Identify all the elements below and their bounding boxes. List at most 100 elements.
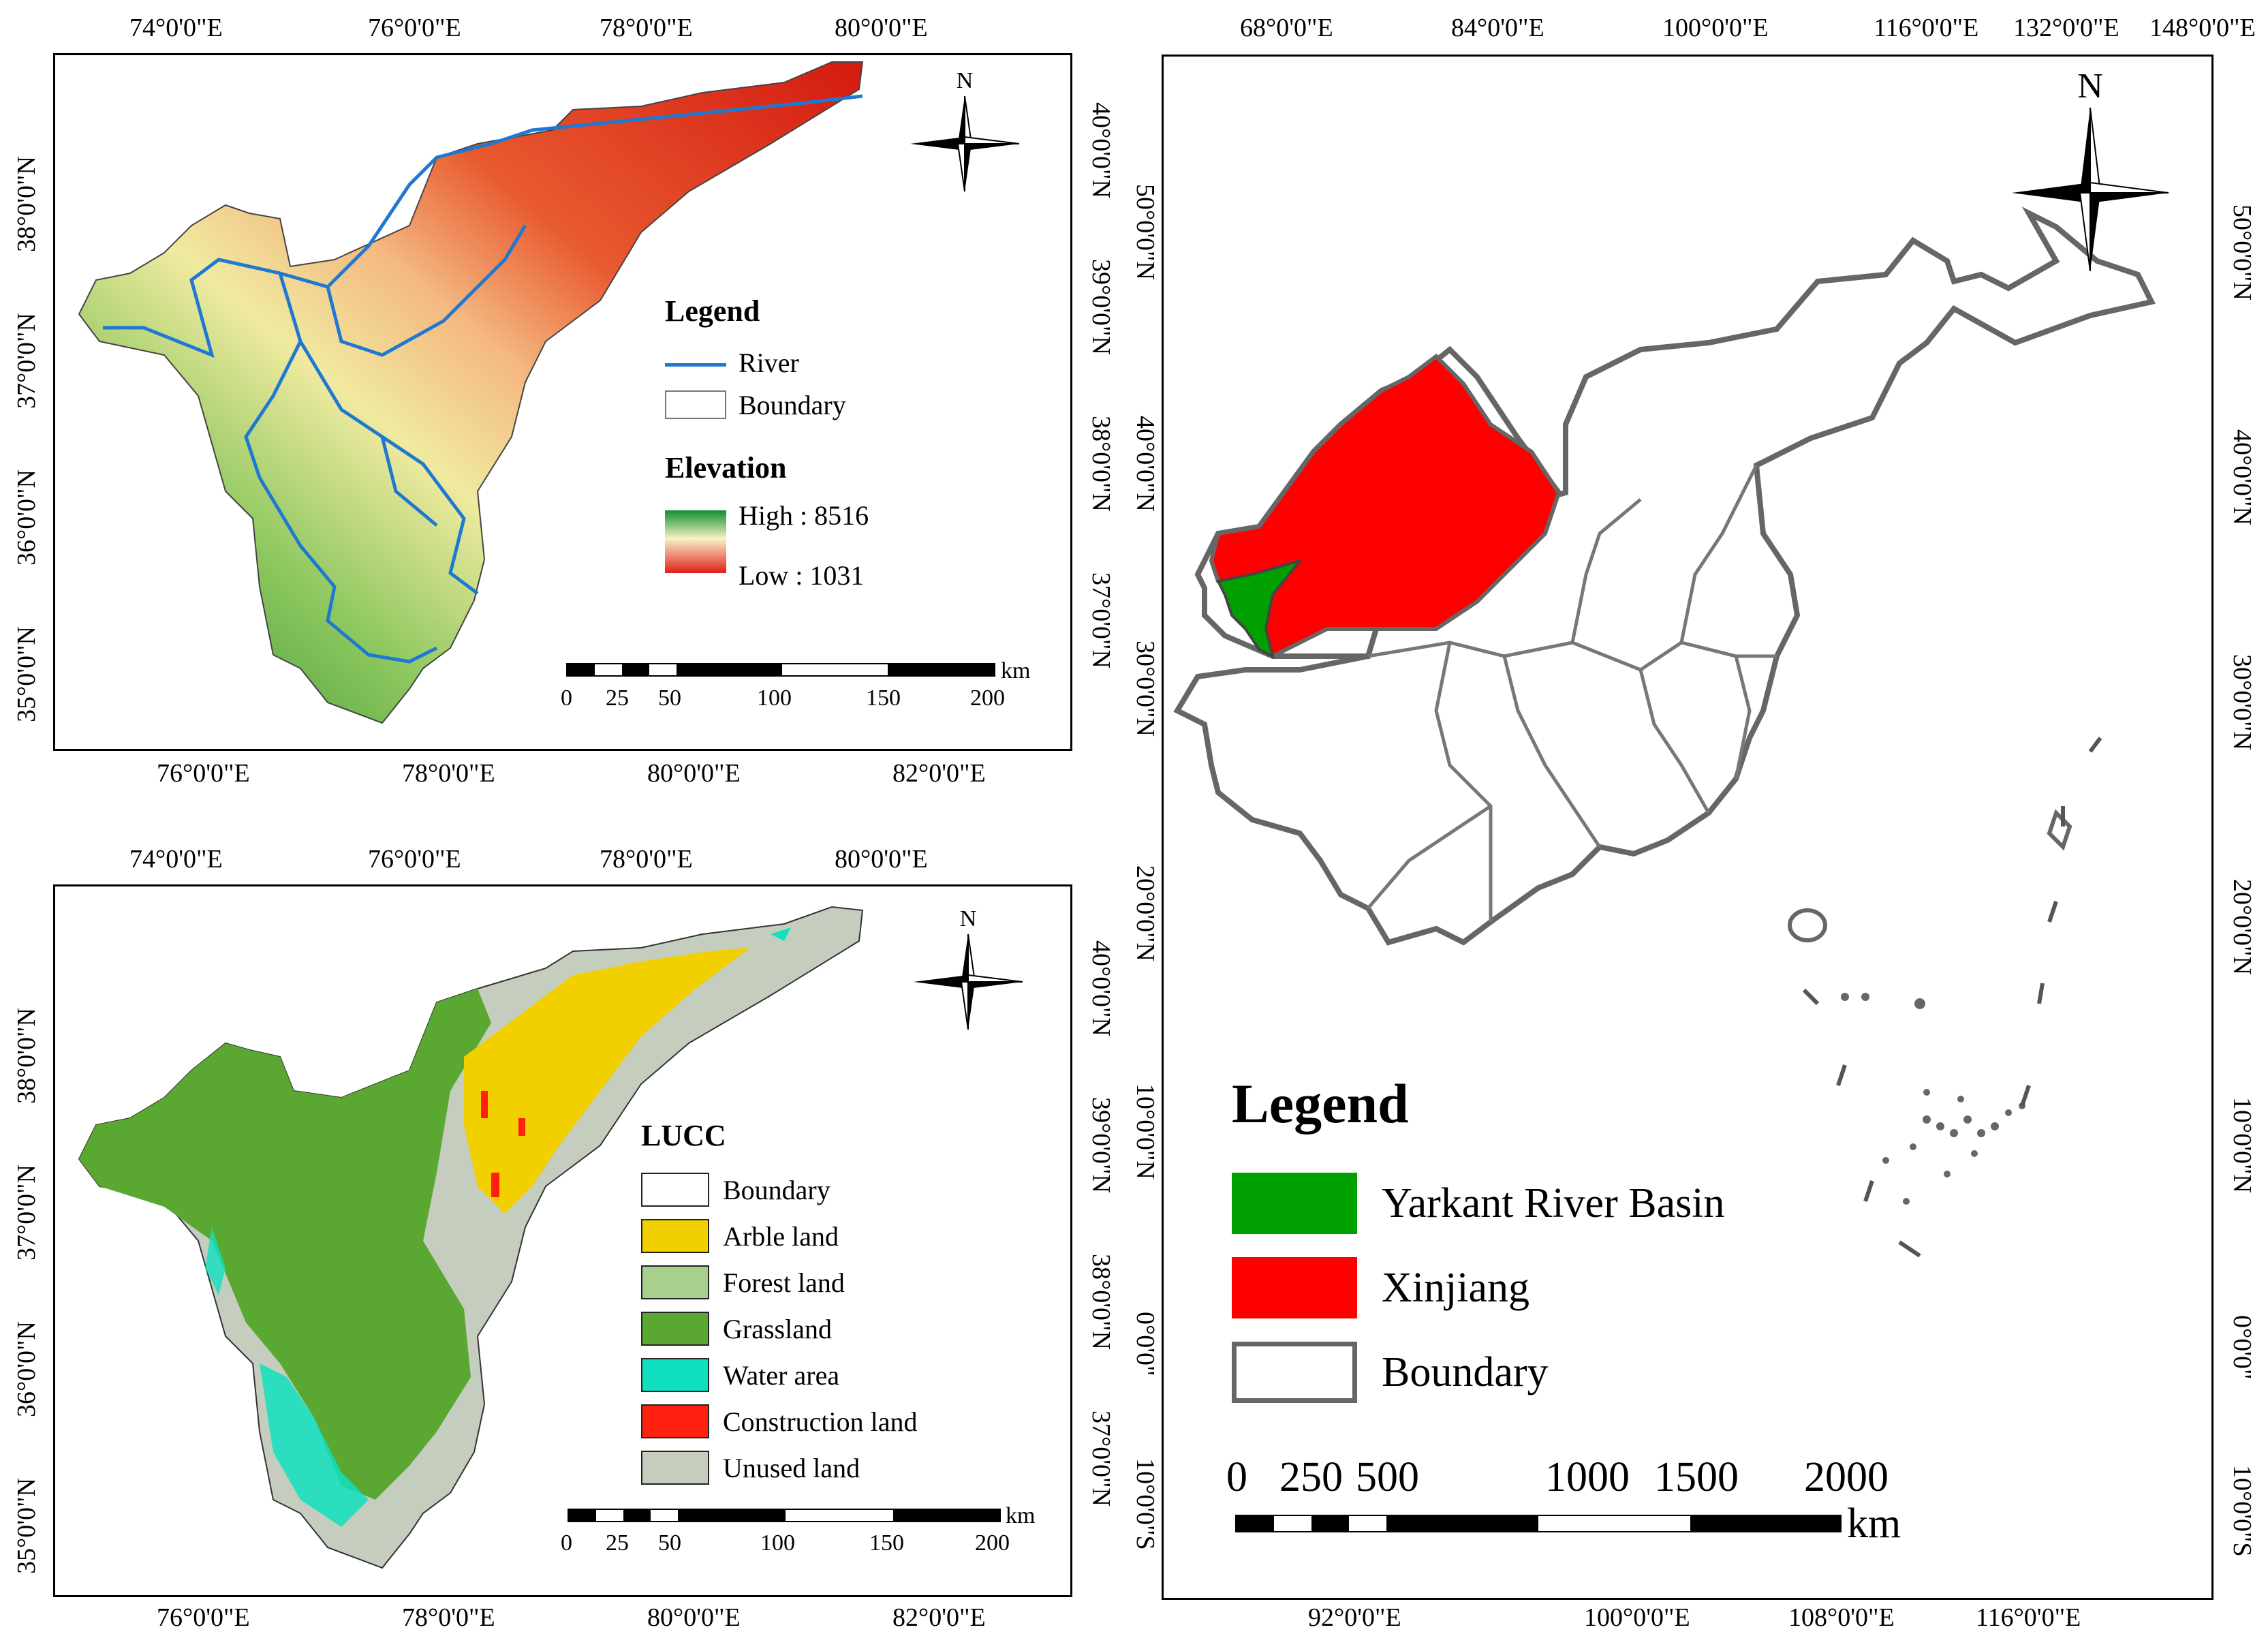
lucc-swatch-unused: [641, 1451, 709, 1485]
river-network: [103, 94, 863, 664]
scale-unit: km: [1001, 658, 1031, 683]
bottom-tick-label: 82°0'0"E: [892, 759, 986, 788]
bottom-tick-label: 92°0'0"E: [1308, 1603, 1401, 1632]
river-line: [380, 436, 438, 527]
svg-text:N: N: [960, 907, 977, 931]
top-tick-label: 148°0'0"E: [2149, 14, 2256, 42]
right-tick-label: 39°0'0"N: [1087, 259, 1115, 355]
bottom-tick-label: 116°0'0"E: [1976, 1603, 2081, 1632]
scale-unit: km: [1847, 1500, 1901, 1547]
scale-bar: [1235, 1515, 1842, 1532]
bottom-tick-label: 78°0'0"E: [402, 759, 495, 788]
scale-label: 150: [869, 1530, 904, 1556]
bottom-tick-label: 78°0'0"E: [402, 1603, 495, 1632]
elevation-color-ramp: [665, 510, 726, 573]
lucc-swatch-grassland: [641, 1312, 709, 1346]
legend-swatch-boundary: [1232, 1342, 1357, 1403]
lucc-construction-patch: [518, 1118, 525, 1136]
lucc-swatch-arable: [641, 1219, 709, 1253]
left-tick-label: 40°0'0"N: [1131, 416, 1160, 512]
bottom-tick-label: 100°0'0"E: [1584, 1603, 1690, 1632]
legend-river-label: River: [739, 348, 799, 378]
top-tick-label: 84°0'0"E: [1451, 14, 1544, 42]
lucc-class-label: Boundary: [723, 1175, 830, 1205]
left-tick-label: 35°0'0"N: [12, 626, 41, 722]
legend-boundary-label: Boundary: [739, 390, 846, 420]
legend-xinjiang-label: Xinjiang: [1382, 1265, 1529, 1311]
left-tick-label: 36°0'0"N: [12, 1321, 41, 1417]
hainan-island: [1788, 908, 1827, 942]
scale-label: 250: [1279, 1454, 1343, 1500]
river-line: [258, 476, 438, 664]
top-tick-label: 80°0'0"E: [835, 14, 928, 42]
lucc-map-frame: N LUCC Boundary Arble land Forest land G…: [53, 884, 1072, 1597]
right-tick-label: 40°0'0"N: [1087, 102, 1115, 198]
right-tick-label: 39°0'0"N: [1087, 1097, 1115, 1193]
left-tick-label: 38°0'0"N: [12, 156, 41, 252]
scale-bar: [566, 663, 995, 677]
lucc-legend-title: LUCC: [641, 1119, 726, 1152]
taiwan-island: [2047, 809, 2072, 851]
elevation-map-canvas: [78, 61, 864, 724]
left-tick-label: 30°0'0"N: [1131, 640, 1160, 737]
lucc-grassland: [79, 989, 491, 1500]
lucc-swatch-forest: [641, 1265, 709, 1299]
china-map-canvas: [1173, 206, 2156, 1258]
top-tick-label: 116°0'0"E: [1874, 14, 1979, 42]
left-tick-label: 36°0'0"N: [12, 469, 41, 566]
right-tick-label: 0°0'0": [2228, 1315, 2256, 1380]
river-line: [326, 224, 527, 357]
north-arrow-icon: N: [910, 69, 1020, 192]
scale-label: 1000: [1545, 1454, 1630, 1500]
lucc-construction-patch: [491, 1173, 499, 1197]
lucc-class-label: Water area: [723, 1360, 840, 1391]
lucc-swatch-boundary: [641, 1173, 709, 1207]
top-tick-label: 78°0'0"E: [600, 14, 693, 42]
left-tick-label: 38°0'0"N: [12, 1008, 41, 1104]
legend-yarkant-label: Yarkant River Basin: [1382, 1180, 1725, 1226]
right-tick-label: 38°0'0"N: [1087, 1254, 1115, 1350]
scale-label: 50: [658, 1530, 681, 1556]
top-tick-label: 80°0'0"E: [835, 845, 928, 874]
right-tick-label: 10°0'0"S: [2228, 1465, 2256, 1557]
right-tick-label: 38°0'0"N: [1087, 416, 1115, 512]
left-tick-label: 35°0'0"N: [12, 1478, 41, 1574]
lucc-water-area: [260, 1363, 369, 1527]
scale-label: 200: [970, 685, 1005, 711]
scale-label: 200: [975, 1530, 1010, 1556]
elevation-high-label: High : 8516: [739, 500, 869, 531]
top-tick-label: 100°0'0"E: [1662, 14, 1769, 42]
scale-label: 150: [866, 685, 901, 711]
bottom-tick-label: 76°0'0"E: [157, 1603, 250, 1632]
right-tick-label: 50°0'0"N: [2228, 204, 2256, 300]
scale-label: 100: [757, 685, 792, 711]
lucc-class-label: Grassland: [723, 1314, 832, 1344]
lucc-construction-patch: [481, 1091, 488, 1118]
right-tick-label: 37°0'0"N: [1087, 1410, 1115, 1507]
left-tick-label: 10°0'0"N: [1131, 1083, 1160, 1179]
scale-label: 0: [1226, 1454, 1247, 1500]
overview-legend-title: Legend: [1232, 1072, 1409, 1135]
lucc-swatch-construction: [641, 1404, 709, 1438]
right-tick-label: 37°0'0"N: [1087, 572, 1115, 668]
bottom-tick-label: 82°0'0"E: [892, 1603, 986, 1632]
lucc-swatch-water: [641, 1358, 709, 1392]
left-tick-label: 37°0'0"N: [12, 1164, 41, 1261]
scale-label: 50: [658, 685, 681, 711]
scale-bar: [568, 1509, 1001, 1522]
nine-dash-line: [1802, 737, 2102, 1258]
scale-unit: km: [1006, 1503, 1036, 1528]
scale-label: 0: [561, 685, 572, 711]
scale-label: 500: [1356, 1454, 1419, 1500]
legend-boundary-label: Boundary: [1382, 1349, 1549, 1395]
top-tick-label: 74°0'0"E: [129, 14, 223, 42]
legend-swatch-yarkant: [1232, 1173, 1357, 1234]
yarkant-basin-region: [1216, 558, 1304, 659]
left-tick-label: 37°0'0"N: [12, 313, 41, 409]
scale-label: 2000: [1804, 1454, 1889, 1500]
north-arrow-icon: N: [2012, 70, 2169, 272]
lucc-arable-land: [464, 948, 750, 1214]
legend-swatch-xinjiang: [1232, 1257, 1357, 1318]
bottom-tick-label: 76°0'0"E: [157, 759, 250, 788]
top-tick-label: 132°0'0"E: [2013, 14, 2119, 42]
